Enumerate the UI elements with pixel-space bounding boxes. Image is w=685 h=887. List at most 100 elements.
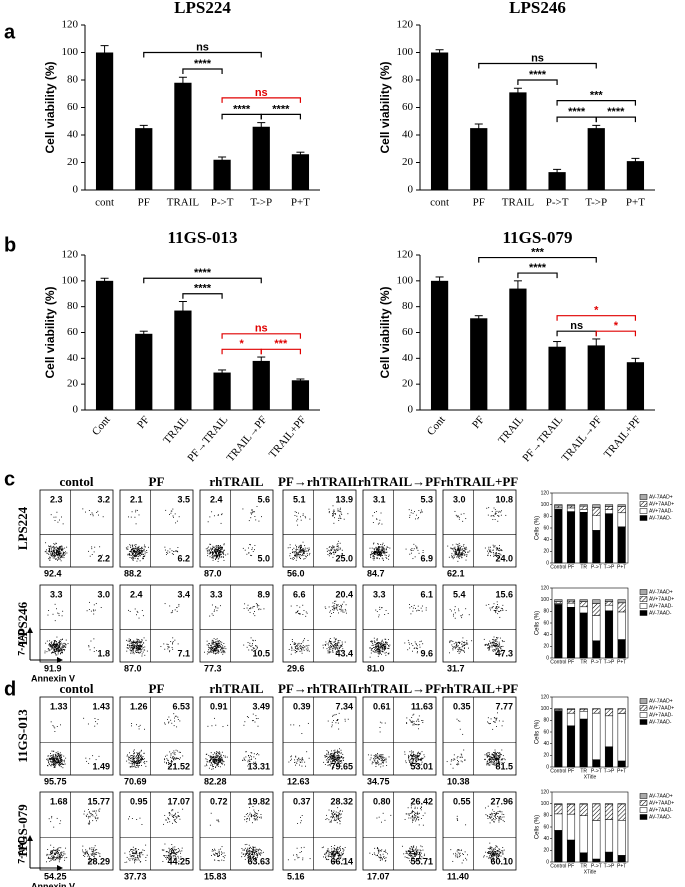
dot bbox=[330, 641, 331, 642]
dot bbox=[59, 763, 60, 764]
dot bbox=[493, 651, 494, 652]
dot bbox=[467, 644, 468, 645]
dot bbox=[63, 649, 64, 650]
dot bbox=[49, 818, 50, 819]
dot bbox=[131, 552, 132, 553]
dot bbox=[373, 645, 374, 646]
dot bbox=[466, 640, 467, 641]
dot bbox=[497, 549, 498, 550]
dot bbox=[333, 652, 334, 653]
x-tick-label: cont bbox=[430, 197, 449, 209]
dot bbox=[485, 548, 486, 549]
dot bbox=[375, 551, 376, 552]
dot bbox=[51, 721, 52, 722]
dot bbox=[132, 755, 133, 756]
dot bbox=[303, 542, 304, 543]
dot bbox=[458, 547, 459, 548]
dot bbox=[129, 641, 130, 642]
dot bbox=[491, 645, 492, 646]
dot bbox=[132, 648, 133, 649]
y-tick-label: 40 bbox=[543, 537, 549, 543]
dot bbox=[63, 552, 64, 553]
dot bbox=[302, 762, 303, 763]
dot bbox=[58, 760, 59, 761]
dot bbox=[335, 752, 336, 753]
dot bbox=[406, 717, 407, 718]
dot bbox=[245, 550, 246, 551]
x-tick-label: T->P bbox=[250, 197, 272, 209]
dot bbox=[57, 753, 58, 754]
y-tick-label: 0 bbox=[408, 184, 414, 196]
dot bbox=[385, 642, 386, 643]
dot bbox=[289, 555, 290, 556]
dot bbox=[129, 762, 130, 763]
dot bbox=[56, 649, 57, 650]
dot bbox=[227, 554, 228, 555]
dot bbox=[379, 523, 380, 524]
dot bbox=[341, 757, 342, 758]
dot bbox=[139, 618, 140, 619]
dot bbox=[334, 714, 335, 715]
quadrant-value: 79.65 bbox=[330, 761, 353, 771]
dot bbox=[500, 756, 501, 757]
dot bbox=[295, 643, 296, 644]
dot bbox=[210, 649, 211, 650]
dot bbox=[211, 762, 212, 763]
dot bbox=[208, 649, 209, 650]
stacked-bar-segment bbox=[618, 603, 626, 612]
dot bbox=[147, 651, 148, 652]
dot bbox=[296, 516, 297, 517]
dot bbox=[60, 764, 61, 765]
dot bbox=[492, 647, 493, 648]
dot bbox=[385, 639, 386, 640]
dot bbox=[494, 757, 495, 758]
dot bbox=[213, 560, 214, 561]
dot bbox=[467, 552, 468, 553]
dot bbox=[60, 651, 61, 652]
stacked-bar-segment bbox=[618, 713, 626, 761]
dot bbox=[212, 558, 213, 559]
dot bbox=[45, 542, 46, 543]
dot bbox=[137, 553, 138, 554]
y-tick-label: 60 bbox=[543, 729, 549, 735]
x-axis-label: XTitle bbox=[584, 774, 597, 780]
dot bbox=[344, 612, 345, 613]
dot bbox=[329, 546, 330, 547]
dot bbox=[379, 520, 380, 521]
dot bbox=[213, 651, 214, 652]
dot bbox=[290, 553, 291, 554]
dot bbox=[416, 610, 417, 611]
dot bbox=[449, 641, 450, 642]
dot bbox=[501, 750, 502, 751]
dot bbox=[249, 645, 250, 646]
quadrant-value: 11.63 bbox=[411, 701, 433, 711]
quadrant-value: 5.3 bbox=[420, 494, 433, 504]
dot bbox=[335, 757, 336, 758]
dot bbox=[409, 515, 410, 516]
dot bbox=[299, 765, 300, 766]
dot bbox=[492, 759, 493, 760]
dot bbox=[385, 552, 386, 553]
dot bbox=[413, 714, 414, 715]
dot bbox=[295, 650, 296, 651]
dot bbox=[64, 760, 65, 761]
dot bbox=[460, 554, 461, 555]
dot bbox=[214, 718, 215, 719]
dot bbox=[65, 643, 66, 644]
dot bbox=[495, 512, 496, 513]
dot bbox=[53, 543, 54, 544]
dot bbox=[58, 755, 59, 756]
column-header: PF bbox=[149, 474, 165, 489]
dot bbox=[377, 551, 378, 552]
dot bbox=[210, 548, 211, 549]
dot bbox=[376, 755, 377, 756]
dot bbox=[373, 522, 374, 523]
stacked-bar-segment bbox=[555, 711, 563, 767]
dot bbox=[169, 751, 170, 752]
dot bbox=[139, 763, 140, 764]
dot bbox=[63, 557, 64, 558]
dot bbox=[54, 731, 55, 732]
dot bbox=[329, 648, 330, 649]
dot bbox=[418, 756, 419, 757]
dot bbox=[254, 615, 255, 616]
